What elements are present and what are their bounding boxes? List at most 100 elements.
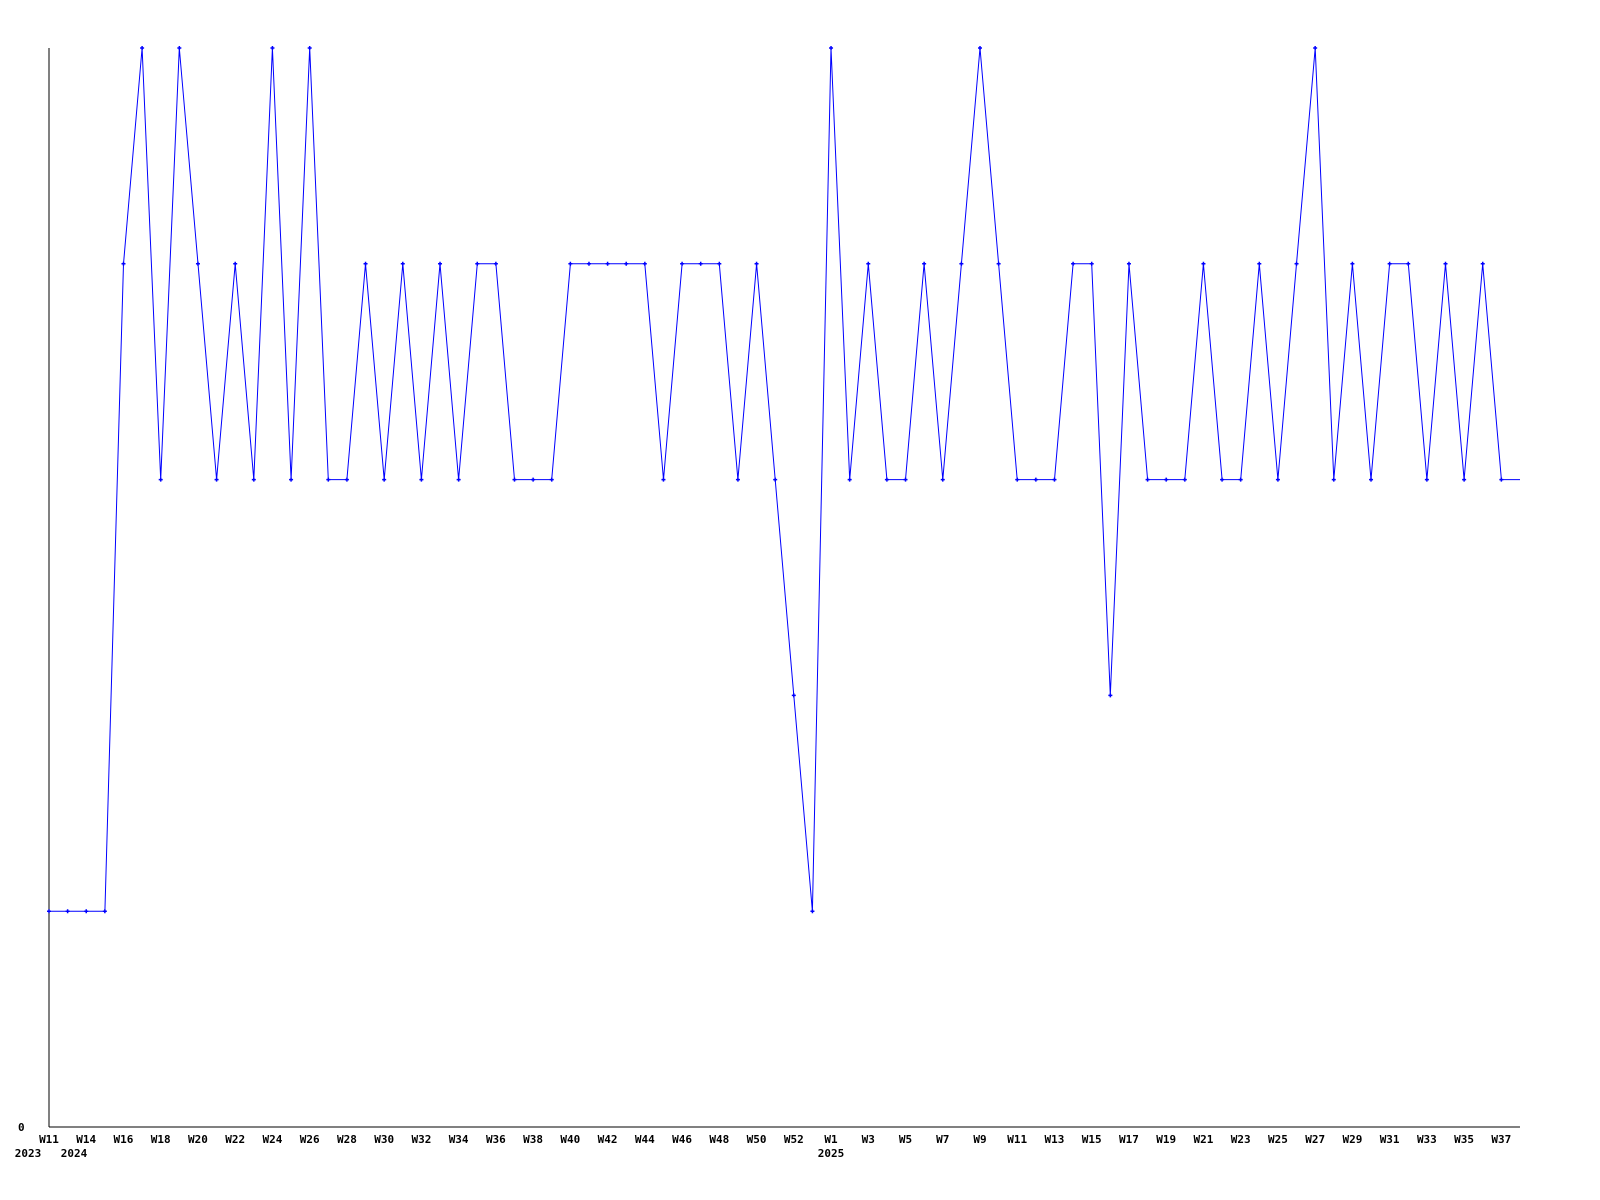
data-point [586, 261, 591, 266]
data-point [65, 909, 70, 914]
data-point [233, 261, 238, 266]
x-tick-label: W30 [374, 1133, 394, 1146]
year-label: 2025 [818, 1147, 845, 1160]
x-tick-label: W1 [824, 1133, 838, 1146]
x-tick-label: W50 [747, 1133, 767, 1146]
x-tick-label: W42 [598, 1133, 618, 1146]
data-point [1089, 261, 1094, 266]
series-path [49, 47, 1520, 912]
x-tick-label: W16 [114, 1133, 134, 1146]
x-tick-label: W9 [973, 1133, 986, 1146]
data-point [1220, 477, 1225, 482]
data-point [512, 477, 517, 482]
data-point [1350, 261, 1355, 266]
x-tick-label: W36 [486, 1133, 506, 1146]
data-point [140, 46, 145, 50]
data-point [978, 46, 982, 50]
data-point [661, 477, 666, 482]
data-point [1201, 261, 1206, 266]
data-point [847, 477, 852, 482]
data-point [1275, 477, 1280, 482]
data-point [1257, 261, 1262, 266]
data-point [549, 477, 554, 482]
data-point [363, 261, 368, 266]
x-tick-label: W3 [862, 1133, 875, 1146]
data-point [773, 477, 778, 482]
data-point [698, 261, 703, 266]
data-point [289, 477, 294, 482]
data-point [717, 261, 722, 266]
data-point [344, 477, 349, 482]
data-point [754, 261, 759, 266]
data-point [531, 477, 536, 482]
x-tick-label: W15 [1082, 1133, 1102, 1146]
data-point [270, 46, 275, 50]
data-point [1033, 477, 1038, 482]
data-point [810, 909, 815, 914]
data-point [959, 261, 964, 266]
axes: 0 [18, 48, 1520, 1134]
x-tick-label: W26 [300, 1133, 320, 1146]
x-tick-label: W33 [1417, 1133, 1437, 1146]
data-point [1313, 46, 1318, 50]
x-tick-label: W22 [225, 1133, 245, 1146]
data-point [1182, 477, 1187, 482]
data-point [1480, 261, 1485, 266]
x-tick-label: W18 [151, 1133, 171, 1146]
data-point [1369, 477, 1374, 482]
x-tick-label: W44 [635, 1133, 655, 1146]
data-point [1145, 477, 1150, 482]
data-point [1015, 477, 1020, 482]
data-point [456, 477, 461, 482]
data-point [1294, 261, 1299, 266]
data-point [1238, 477, 1243, 482]
data-point [84, 909, 89, 914]
data-point [1164, 477, 1169, 482]
x-tick-label: W25 [1268, 1133, 1288, 1146]
x-tick-label: W40 [560, 1133, 580, 1146]
x-tick-label: W24 [263, 1133, 283, 1146]
x-tick-label: W35 [1454, 1133, 1474, 1146]
data-point [1443, 261, 1448, 266]
x-tick-label: W21 [1194, 1133, 1214, 1146]
data-point [158, 477, 163, 482]
data-point [940, 477, 945, 482]
data-point [1108, 693, 1113, 698]
data-point [1052, 477, 1057, 482]
data-point [1406, 261, 1411, 266]
data-point [1126, 261, 1131, 266]
x-tick-label: W38 [523, 1133, 543, 1146]
data-point [493, 261, 498, 266]
data-point [996, 261, 1001, 266]
data-point [102, 909, 107, 914]
x-tick-label: W32 [411, 1133, 431, 1146]
series-line [47, 46, 1520, 914]
data-point [1071, 261, 1076, 266]
data-point [866, 261, 871, 266]
x-tick-label: W11 [1007, 1133, 1027, 1146]
year-label: 2023 [15, 1147, 42, 1160]
data-point [922, 261, 927, 266]
data-point [326, 477, 331, 482]
data-point [605, 261, 610, 266]
data-point [121, 261, 126, 266]
data-point [1424, 477, 1429, 482]
data-point [419, 477, 424, 482]
y-tick-label: 0 [18, 1121, 25, 1134]
data-point [1387, 261, 1392, 266]
x-tick-label: W20 [188, 1133, 208, 1146]
x-tick-label: W52 [784, 1133, 804, 1146]
x-tick-label: W5 [899, 1133, 912, 1146]
x-tick-label: W29 [1342, 1133, 1362, 1146]
data-point [1499, 477, 1504, 482]
data-point [400, 261, 405, 266]
data-point [1331, 477, 1336, 482]
data-point [568, 261, 573, 266]
data-point [884, 477, 889, 482]
year-label: 2024 [61, 1147, 88, 1160]
data-point [382, 477, 387, 482]
data-point [438, 261, 443, 266]
x-tick-label: W48 [709, 1133, 729, 1146]
data-point [195, 261, 200, 266]
x-tick-label: W27 [1305, 1133, 1325, 1146]
